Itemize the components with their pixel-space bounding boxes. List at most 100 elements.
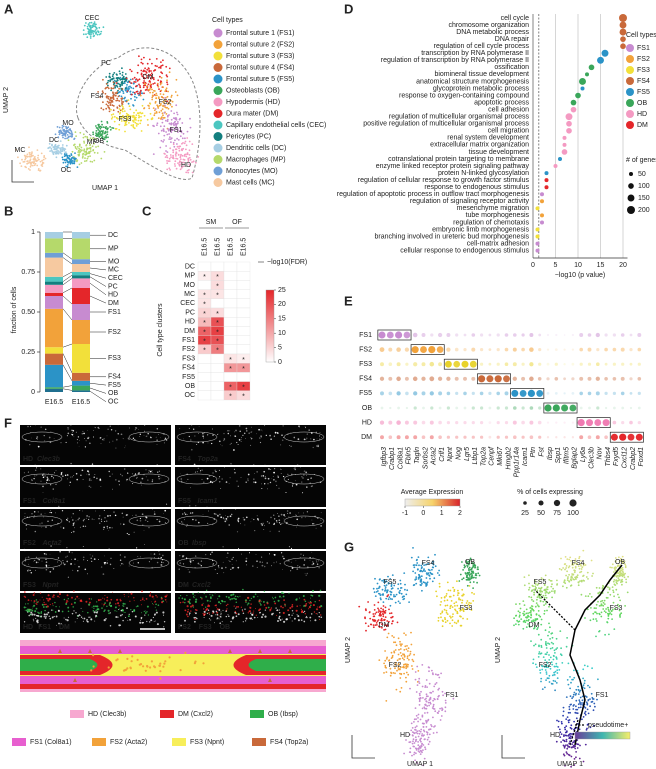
significance-star: * — [203, 311, 206, 318]
signal-speck — [109, 514, 111, 517]
signal-speck — [74, 558, 76, 560]
size-swatch — [627, 206, 635, 214]
signal-speck — [269, 530, 271, 532]
signal-speck — [45, 561, 48, 563]
cell-point — [413, 751, 416, 754]
cell-point — [103, 138, 106, 141]
signal-speck — [97, 426, 100, 429]
bar-segment — [45, 281, 63, 285]
signal-speck — [181, 597, 184, 600]
cell-point — [113, 72, 116, 74]
signal-speck — [248, 423, 251, 425]
schematic-fs4 — [58, 649, 62, 653]
signal-speck — [300, 608, 303, 611]
cell-point — [142, 69, 145, 72]
signal-speck — [145, 435, 147, 437]
signal-speck — [54, 507, 56, 509]
cell-point — [395, 593, 398, 596]
term-label: cell cycle — [501, 15, 530, 22]
signal-speck — [108, 548, 110, 550]
cell-point — [112, 81, 115, 84]
cell-point — [106, 100, 109, 103]
cell-point — [425, 572, 428, 574]
signal-speck — [104, 563, 106, 565]
signal-speck — [311, 589, 315, 592]
cell-point — [381, 588, 384, 591]
cell-point — [85, 153, 88, 156]
cell-point — [468, 569, 470, 572]
cell-point — [412, 584, 415, 587]
signal-speck — [124, 603, 126, 605]
cell-point — [384, 581, 387, 584]
signal-speck — [256, 560, 258, 563]
signal-speck — [143, 474, 145, 476]
cell-point — [615, 581, 618, 584]
bone-outline — [128, 515, 170, 527]
cell-point — [95, 130, 98, 132]
gene-label: Nov — [597, 447, 604, 460]
signal-speck — [129, 618, 132, 621]
signal-speck — [131, 610, 134, 613]
cell-point — [420, 584, 422, 587]
cell-point — [166, 160, 168, 162]
signal-speck — [245, 601, 247, 604]
cell-point — [176, 94, 179, 97]
cell-point — [452, 697, 455, 700]
cell-point — [139, 94, 142, 97]
cell-point — [403, 572, 406, 574]
cell-point — [37, 157, 39, 159]
cell-point — [413, 753, 415, 756]
cell-point — [471, 575, 473, 577]
cell-point — [580, 593, 583, 596]
signal-speck — [151, 601, 152, 603]
cell-point — [126, 84, 128, 86]
cell-point — [112, 95, 115, 97]
cell-point — [170, 110, 173, 112]
term-dot — [619, 28, 627, 36]
expression-dot — [496, 333, 500, 337]
signal-speck — [318, 611, 320, 614]
expression-dot — [504, 347, 509, 352]
signal-speck — [212, 563, 215, 565]
cell-point — [28, 155, 31, 158]
cell-point — [182, 165, 185, 168]
schematic-fs2 — [144, 669, 147, 672]
signal-speck — [112, 488, 113, 490]
signal-speck — [115, 615, 118, 619]
cell-point — [603, 599, 606, 602]
signal-speck — [68, 551, 71, 553]
cell-point — [23, 154, 26, 157]
expression-dot — [479, 406, 484, 410]
signal-speck — [76, 618, 78, 619]
series-label: DC — [108, 232, 118, 239]
cell-point — [65, 125, 67, 128]
cell-point — [126, 90, 129, 92]
signal-speck — [233, 593, 235, 595]
signal-speck — [37, 511, 39, 513]
cell-point — [22, 161, 25, 163]
cell-point — [623, 560, 626, 563]
cell-point — [440, 601, 442, 603]
cell-point — [114, 94, 117, 97]
signal-speck — [61, 419, 64, 421]
signal-speck — [166, 601, 168, 603]
cell-point — [405, 634, 407, 636]
signal-speck — [267, 488, 268, 490]
signal-speck — [262, 475, 265, 477]
gene-label: Ifitm5 — [563, 447, 570, 464]
cell-point — [158, 97, 160, 100]
signal-speck — [141, 590, 143, 593]
cell-point — [446, 599, 449, 602]
signal-speck — [223, 439, 225, 442]
expression-dot — [587, 333, 592, 337]
signal-speck — [144, 614, 146, 616]
expression-dot — [595, 376, 600, 381]
merged-channel-label: FS2 — [178, 624, 191, 631]
bar-segment — [72, 320, 90, 344]
signal-speck — [236, 480, 238, 482]
cell-point — [103, 151, 106, 153]
signal-speck — [256, 515, 258, 517]
expression-dot — [637, 362, 641, 366]
cell-point — [532, 620, 535, 623]
cell-point — [31, 151, 33, 154]
